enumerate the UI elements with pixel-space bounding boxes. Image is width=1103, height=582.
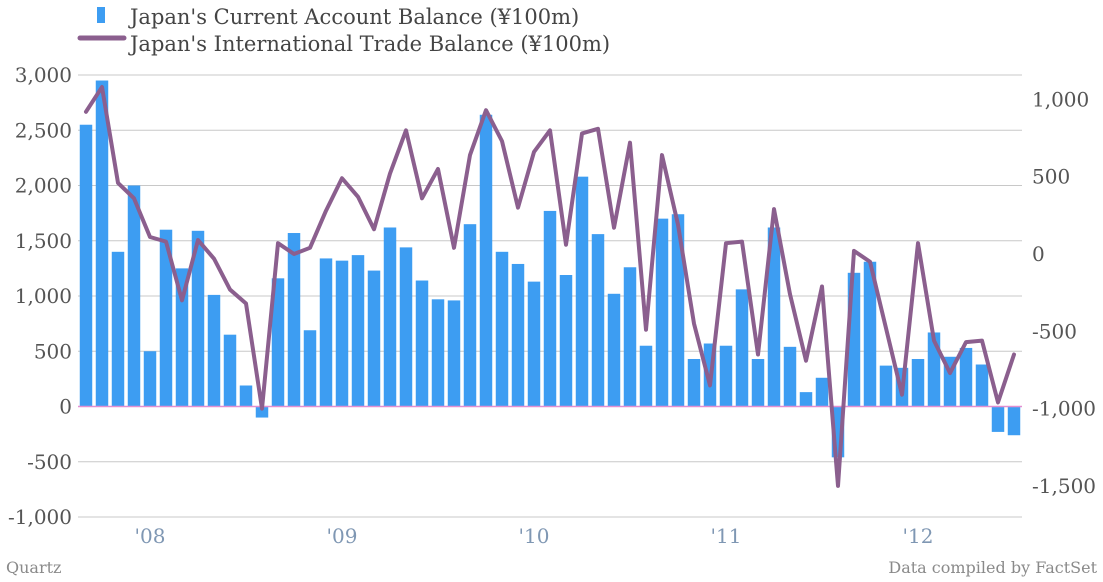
current-account-bar <box>447 300 461 407</box>
current-account-bar <box>191 230 205 407</box>
current-account-bar <box>911 358 925 407</box>
current-account-bar <box>591 234 605 407</box>
current-account-bar <box>799 392 813 407</box>
current-account-bar <box>543 210 557 407</box>
current-account-bar <box>271 278 285 407</box>
current-account-bar <box>879 365 893 407</box>
left-tick-label: 2,500 <box>15 118 72 142</box>
current-account-bar <box>671 214 685 407</box>
current-account-bar <box>207 294 221 407</box>
current-account-bar <box>559 275 573 407</box>
source-left: Quartz <box>6 558 61 577</box>
current-account-bar <box>287 233 301 407</box>
left-tick-label: 500 <box>34 339 72 363</box>
current-account-bar <box>239 385 253 407</box>
current-account-bar <box>463 224 477 407</box>
current-account-bar <box>623 267 637 407</box>
right-tick-label: -1,000 <box>1032 397 1096 421</box>
current-account-bar <box>111 251 125 407</box>
current-account-bar <box>79 124 93 407</box>
current-account-bar <box>783 346 797 407</box>
legend-line-label: Japan's International Trade Balance (¥10… <box>128 32 610 56</box>
current-account-bar <box>735 289 749 407</box>
x-tick-label: '09 <box>327 524 358 548</box>
current-account-bar <box>751 358 765 407</box>
current-account-bar <box>959 347 973 407</box>
current-account-bar <box>639 345 653 407</box>
current-account-bars <box>79 80 1021 458</box>
current-account-bar <box>495 251 509 407</box>
right-tick-label: 500 <box>1032 165 1070 189</box>
source-right: Data compiled by FactSet <box>888 558 1097 577</box>
left-tick-label: 1,000 <box>15 284 72 308</box>
current-account-bar <box>479 114 493 407</box>
current-account-bar <box>431 299 445 407</box>
current-account-bar <box>511 263 525 407</box>
current-account-bar <box>127 185 141 407</box>
right-tick-label: -500 <box>1032 319 1077 343</box>
left-tick-label: 2,000 <box>15 174 72 198</box>
left-tick-label: 3,000 <box>15 63 72 87</box>
legend: Japan's Current Account Balance (¥100m) … <box>77 5 610 56</box>
legend-bar-swatch <box>97 7 105 23</box>
right-tick-label: 0 <box>1032 242 1045 266</box>
right-tick-label: -1,500 <box>1032 474 1096 498</box>
current-account-bar <box>303 330 317 407</box>
x-tick-label: '08 <box>135 524 166 548</box>
current-account-bar <box>255 406 269 418</box>
current-account-bar <box>351 255 365 407</box>
current-account-bar <box>863 261 877 407</box>
current-account-bar <box>319 258 333 407</box>
current-account-bar <box>991 406 1005 432</box>
current-account-bar <box>383 227 397 407</box>
left-y-axis: 3,000 2,500 2,000 1,500 1,000 500 0 -500 -1,000 <box>8 63 72 529</box>
current-account-bar <box>223 334 237 407</box>
current-account-bar <box>159 229 173 407</box>
current-account-bar <box>367 270 381 407</box>
current-account-bar <box>143 351 157 407</box>
left-tick-label: -500 <box>27 450 72 474</box>
current-account-bar <box>335 260 349 407</box>
x-tick-label: '12 <box>903 524 934 548</box>
left-tick-label: 0 <box>59 395 72 419</box>
right-tick-label: 1,000 <box>1032 87 1089 111</box>
current-account-bar <box>575 176 589 407</box>
current-account-bar <box>815 377 829 407</box>
x-tick-label: '11 <box>711 524 742 548</box>
left-tick-label: -1,000 <box>8 505 72 529</box>
current-account-bar <box>415 280 429 407</box>
left-tick-label: 1,500 <box>15 229 72 253</box>
current-account-bar <box>687 358 701 407</box>
current-account-bar <box>527 281 541 407</box>
x-tick-label: '10 <box>519 524 550 548</box>
right-y-axis: 1,000 500 0 -500 -1,000 -1,500 <box>1032 87 1096 498</box>
current-account-bar <box>175 268 189 407</box>
current-account-bar <box>655 218 669 407</box>
x-axis: '08 '09 '10 '11 '12 <box>135 524 934 548</box>
current-account-bar <box>1007 406 1021 436</box>
trade-balance-line <box>84 85 1016 488</box>
legend-bar-label: Japan's Current Account Balance (¥100m) <box>128 5 579 29</box>
current-account-bar <box>719 345 733 407</box>
current-account-bar <box>399 247 413 407</box>
current-account-bar <box>607 293 621 407</box>
current-account-bar <box>767 227 781 407</box>
current-account-bar <box>95 80 109 407</box>
current-account-bar <box>975 364 989 407</box>
